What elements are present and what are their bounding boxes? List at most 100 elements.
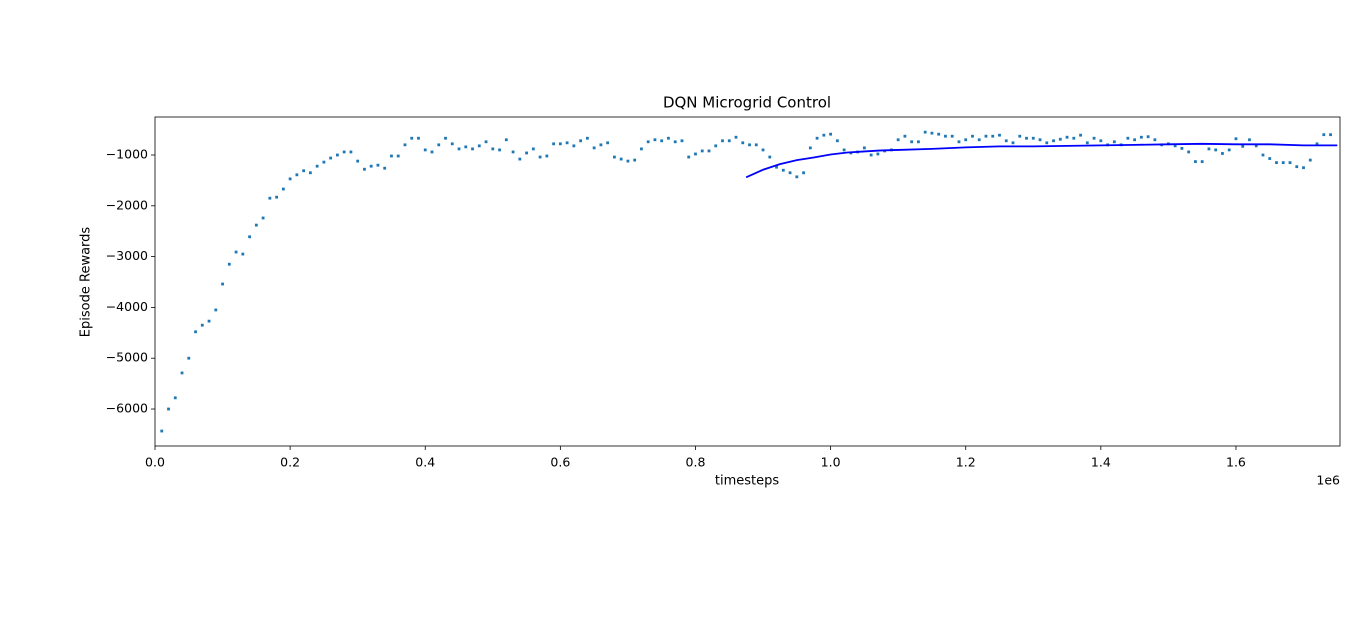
scatter-point bbox=[1112, 140, 1116, 144]
scatter-point bbox=[1248, 138, 1251, 142]
y-axis-label: Episode Rewards bbox=[79, 227, 94, 338]
scatter-point bbox=[1025, 136, 1028, 140]
scatter-point bbox=[579, 139, 583, 143]
scatter-point bbox=[822, 133, 826, 137]
scatter-point bbox=[329, 156, 333, 160]
scatter-point bbox=[423, 148, 427, 152]
x-tick-label: 1.0 bbox=[821, 455, 841, 470]
scatter-point bbox=[761, 148, 765, 152]
scatter-point bbox=[984, 134, 988, 138]
scatter-point bbox=[545, 154, 549, 158]
scatter-point bbox=[835, 139, 839, 143]
scatter-point bbox=[1308, 158, 1312, 162]
scatter-point bbox=[410, 136, 414, 140]
scatter-point bbox=[599, 143, 603, 147]
scatter-point bbox=[1194, 160, 1197, 164]
scatter-point bbox=[653, 138, 657, 142]
scatter-point bbox=[1072, 136, 1076, 140]
scatter-point bbox=[1261, 153, 1265, 157]
scatter-point bbox=[829, 132, 832, 136]
scatter-point bbox=[241, 252, 245, 256]
scatter-point bbox=[214, 308, 218, 312]
scatter-point bbox=[464, 145, 468, 149]
scatter-point bbox=[525, 151, 528, 155]
scatter-point bbox=[396, 154, 400, 158]
scatter-point bbox=[173, 396, 177, 400]
scatter-point bbox=[275, 195, 279, 199]
scatter-point bbox=[640, 147, 643, 151]
scatter-point bbox=[471, 147, 474, 151]
scatter-point bbox=[234, 250, 238, 254]
scatter-point bbox=[633, 158, 637, 162]
scatter-point bbox=[1187, 150, 1191, 154]
scatter-point bbox=[1092, 136, 1096, 140]
y-tick-label: −5000 bbox=[106, 350, 148, 365]
scatter-point bbox=[1180, 146, 1184, 150]
x-tick-label: 0.2 bbox=[280, 455, 300, 470]
scatter-point bbox=[504, 138, 508, 142]
scatter-point bbox=[518, 157, 522, 161]
scatter-point bbox=[592, 146, 596, 150]
scatter-point bbox=[1004, 139, 1008, 143]
scatter-point bbox=[1221, 152, 1224, 155]
scatter-point bbox=[707, 149, 711, 153]
y-tick-label: −3000 bbox=[106, 248, 148, 263]
scatter-point bbox=[930, 131, 934, 135]
scatter-point bbox=[403, 143, 407, 147]
x-tick-label: 1.2 bbox=[956, 455, 976, 470]
scatter-point bbox=[748, 143, 751, 147]
scatter-point bbox=[227, 262, 231, 266]
scatter-point bbox=[1146, 135, 1150, 139]
scatter-point bbox=[254, 223, 258, 227]
line bbox=[745, 142, 1338, 179]
scatter-point bbox=[221, 282, 224, 286]
scatter-point bbox=[295, 173, 299, 177]
scatter-point bbox=[450, 142, 454, 146]
scatter-point bbox=[1011, 141, 1015, 145]
scatter-point bbox=[1241, 144, 1245, 148]
scatter-point bbox=[862, 146, 866, 150]
scatter-point bbox=[1227, 148, 1231, 152]
plot-frame bbox=[154, 116, 1341, 447]
scatter-point bbox=[383, 166, 387, 170]
scatter-point bbox=[498, 148, 501, 152]
scatter-point bbox=[1045, 141, 1049, 145]
scatter-point bbox=[1288, 161, 1292, 165]
scatter-point bbox=[167, 407, 170, 411]
scatter-point bbox=[646, 140, 650, 144]
scatter-point bbox=[200, 323, 204, 327]
scatter-point bbox=[1058, 137, 1062, 141]
scatter-point bbox=[606, 141, 610, 145]
scatter-point bbox=[781, 168, 785, 172]
x-tick-label: 0.8 bbox=[686, 455, 706, 470]
scatter-point bbox=[808, 146, 812, 150]
scatter-point bbox=[342, 150, 346, 154]
scatter-point bbox=[937, 132, 941, 136]
scatter-point bbox=[1200, 160, 1204, 164]
scatter-point bbox=[180, 371, 184, 375]
x-tick-label: 1.6 bbox=[1226, 455, 1246, 470]
x-tick-label: 0.6 bbox=[550, 455, 570, 470]
scatter-point bbox=[356, 159, 360, 163]
scatter-point bbox=[957, 140, 961, 144]
x-tick-label: 0.0 bbox=[145, 455, 165, 470]
scatter-point bbox=[369, 164, 373, 168]
scatter-point bbox=[626, 159, 630, 163]
scatter-point bbox=[1268, 157, 1272, 160]
scatter-point bbox=[1315, 142, 1319, 146]
scatter-point bbox=[558, 142, 562, 146]
scatter-point bbox=[288, 177, 292, 181]
scatter-point bbox=[1234, 137, 1238, 141]
scatter-point bbox=[376, 163, 380, 167]
scatter-point bbox=[1254, 144, 1258, 148]
scatter-point bbox=[1031, 136, 1035, 140]
scatter-point bbox=[714, 144, 718, 148]
scatter-point bbox=[1322, 133, 1326, 137]
scatter-point bbox=[477, 144, 481, 148]
scatter-point bbox=[1329, 133, 1332, 137]
scatter-point bbox=[802, 171, 805, 175]
x-tick-label: 1.4 bbox=[1091, 455, 1111, 470]
scatter-point bbox=[491, 147, 495, 151]
